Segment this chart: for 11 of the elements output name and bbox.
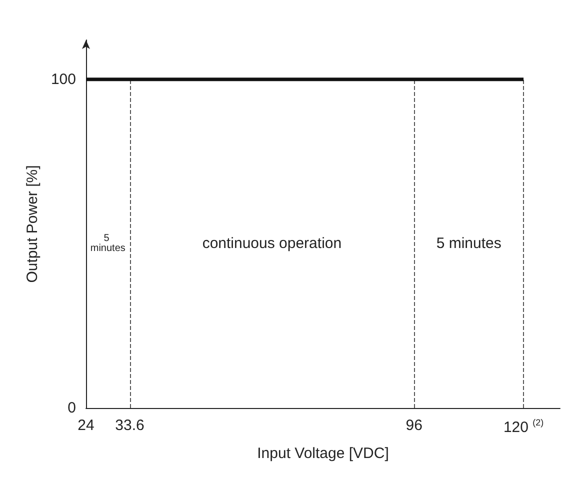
annotation: 5 minutes <box>90 233 126 254</box>
y-tick-label: 100 <box>50 70 76 88</box>
annotation: continuous operation <box>202 235 342 252</box>
x-axis-title: Input Voltage [VDC] <box>257 445 389 462</box>
x-tick-label: 120 (2) <box>503 418 544 436</box>
x-tick-label: 24 <box>78 417 94 434</box>
y-tick-label: 0 <box>68 400 76 416</box>
annotation: 5 minutes <box>436 235 502 252</box>
y-axis-title: Output Power [%] <box>24 165 42 283</box>
x-tick-label: 33.6 <box>115 417 144 434</box>
x-tick-label: 96 <box>406 417 422 434</box>
